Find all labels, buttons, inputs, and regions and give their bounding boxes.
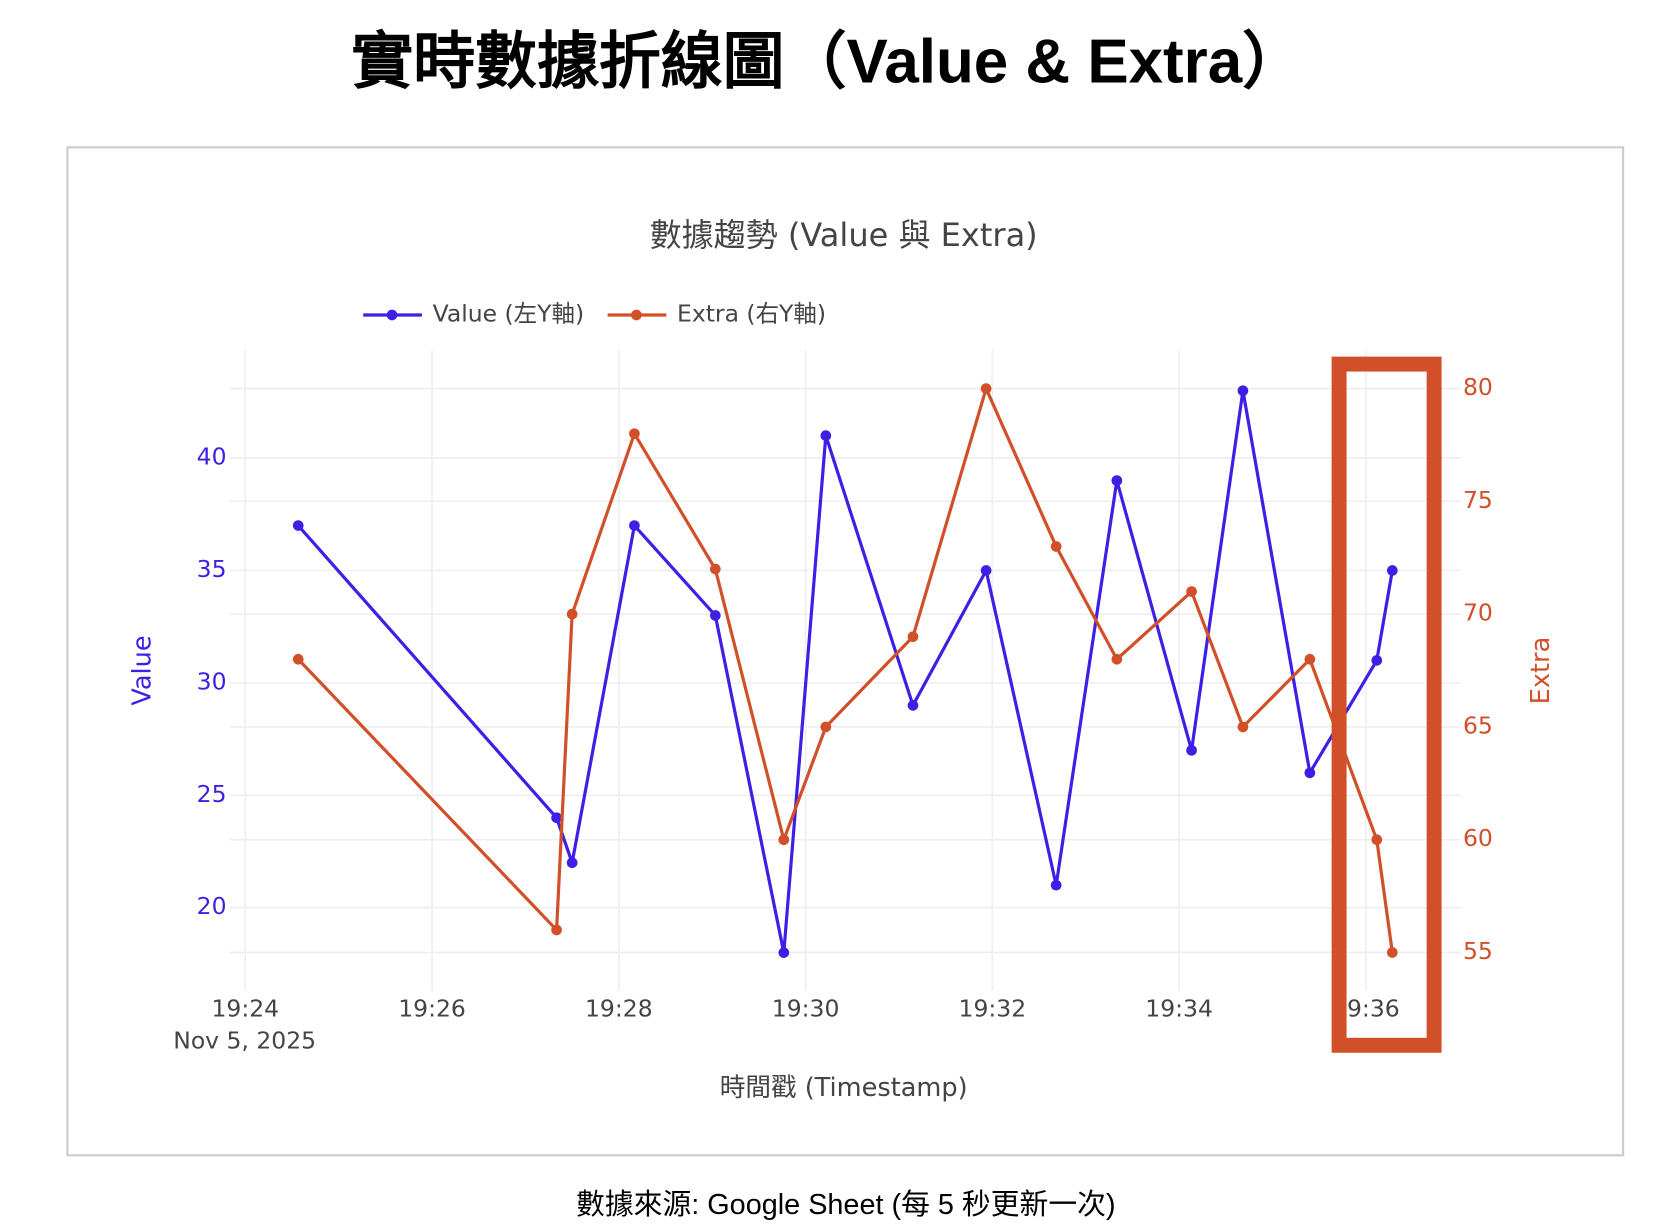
point (1111, 653, 1123, 665)
x-tick-label: 19:26 (398, 995, 466, 1023)
point (980, 565, 992, 576)
point (629, 428, 640, 440)
point (1386, 947, 1398, 958)
point (778, 834, 790, 846)
point (1237, 385, 1249, 397)
point (1371, 655, 1383, 666)
point (1111, 475, 1123, 486)
point (1186, 744, 1197, 756)
point (629, 520, 640, 531)
x-tick-label: 19:28 (585, 995, 653, 1023)
chart-title: 數據趨勢 (Value 與 Extra) (650, 216, 1038, 254)
series-line (297, 389, 1394, 955)
page-title: 實時數據折線圖（Value & Extra） (351, 28, 1304, 97)
point (820, 430, 832, 441)
point (709, 610, 721, 621)
point (566, 608, 578, 620)
point (778, 947, 790, 958)
point (292, 653, 304, 665)
x-axis-title: 時間戳 (Timestamp) (720, 1073, 968, 1103)
x-tick-label: 19:30 (772, 995, 840, 1023)
y-tick-label: 40 (197, 443, 227, 471)
legend-marker (386, 309, 398, 321)
chart-frame (66, 146, 1625, 1157)
legend-label: Extra (右Y軸) (677, 299, 826, 327)
x-tick-label: 19:34 (1145, 995, 1213, 1023)
point (907, 700, 919, 711)
highlight-box (1331, 356, 1442, 1053)
point (1050, 541, 1062, 552)
y2-tick-label: 75 (1463, 486, 1493, 514)
legend-label: Value (左Y軸) (433, 299, 584, 327)
point (1304, 653, 1316, 665)
point (1371, 834, 1383, 846)
point (1237, 721, 1249, 733)
plot: 20 25 30 35 40 55 60 65 70 75 80 19:24 19:26 19:28 19:… (197, 299, 1493, 1022)
data-source: 數據來源: Google Sheet (每 5 秒更新一次) (576, 1189, 1116, 1221)
point (292, 520, 304, 531)
y-tick-label: 25 (197, 780, 227, 808)
point (820, 721, 832, 733)
x-tick-label: 19:32 (959, 995, 1027, 1023)
point (1386, 565, 1398, 576)
x-date-label: Nov 5, 2025 (173, 1027, 316, 1055)
x-tick-label: 19:24 (211, 995, 279, 1023)
y-tick-label: 20 (197, 892, 227, 920)
point (980, 383, 992, 394)
point (551, 924, 562, 936)
y2-tick-label: 60 (1463, 824, 1493, 852)
series-line (297, 386, 1394, 953)
point (1186, 586, 1197, 597)
y-tick-label: 35 (197, 555, 227, 583)
y2-tick-label: 80 (1463, 373, 1493, 401)
point (907, 631, 919, 643)
point (551, 812, 562, 824)
overlay (1331, 356, 1442, 1053)
point (709, 563, 721, 575)
point (1304, 767, 1316, 779)
y-tick-label: 30 (197, 667, 227, 695)
y-axis-title: Value (127, 635, 157, 705)
y2-axis-title: Extra (1526, 637, 1556, 705)
point (1050, 879, 1062, 891)
y2-tick-label: 65 (1463, 711, 1493, 739)
legend-marker (631, 309, 642, 321)
point (566, 857, 578, 869)
y2-tick-label: 70 (1463, 599, 1493, 627)
y2-tick-label: 55 (1463, 937, 1493, 965)
